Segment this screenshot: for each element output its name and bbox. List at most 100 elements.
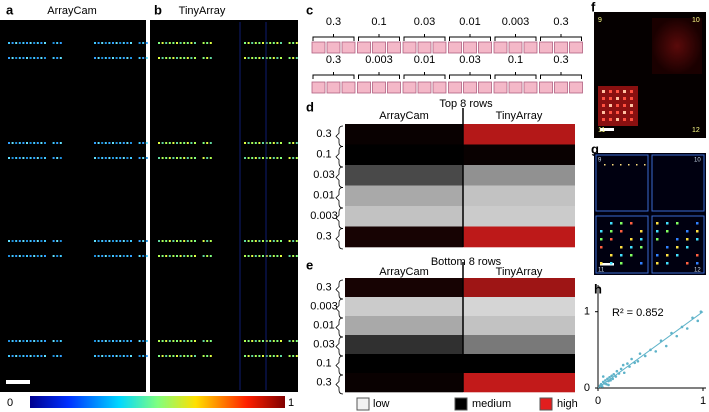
row-label: 0.003 <box>310 210 338 222</box>
spot <box>161 240 164 242</box>
spot <box>269 42 272 44</box>
scatter-point <box>699 310 703 314</box>
spot <box>119 57 122 59</box>
spot <box>262 57 264 59</box>
spot <box>15 255 18 257</box>
spot <box>623 90 626 93</box>
spot <box>194 157 196 159</box>
spot <box>202 57 205 59</box>
panel-label: d <box>306 99 314 114</box>
spot <box>172 157 175 159</box>
heat-cell <box>345 124 463 145</box>
spot <box>604 164 606 166</box>
spot <box>15 340 18 342</box>
spot <box>609 111 612 114</box>
spot <box>280 142 282 144</box>
spot <box>168 255 171 257</box>
spot <box>94 340 96 342</box>
spot <box>59 255 62 257</box>
well <box>372 81 386 94</box>
well <box>372 41 386 54</box>
spot <box>247 255 250 257</box>
heat-cell <box>345 278 463 298</box>
spot <box>251 340 254 342</box>
colorbar <box>30 396 285 408</box>
spot <box>186 240 189 242</box>
spot <box>280 42 282 44</box>
spot <box>8 240 10 242</box>
spot <box>104 142 107 144</box>
spot <box>101 157 104 159</box>
spot <box>636 164 638 166</box>
column-header: TinyArray <box>496 266 543 278</box>
spot <box>26 255 28 257</box>
spot <box>52 355 55 357</box>
spot <box>44 355 46 357</box>
spot <box>142 240 145 242</box>
panel-label: c <box>306 2 313 17</box>
scatter-point <box>615 369 619 373</box>
spot <box>202 42 205 44</box>
spot <box>209 355 212 357</box>
spot <box>202 157 205 159</box>
spot <box>656 238 659 241</box>
spot <box>138 142 141 144</box>
spot <box>40 355 43 357</box>
scatter-point <box>604 379 607 382</box>
heat-cell <box>463 226 575 248</box>
spot <box>29 157 32 159</box>
spot <box>628 164 630 166</box>
spot <box>112 340 114 342</box>
well <box>554 41 568 54</box>
spot <box>190 255 193 257</box>
spot <box>280 157 282 159</box>
spot <box>276 340 279 342</box>
spot <box>280 340 282 342</box>
row-brace <box>335 146 344 168</box>
spot <box>26 157 28 159</box>
spot <box>122 142 125 144</box>
spot <box>247 240 250 242</box>
spot <box>26 240 28 242</box>
well <box>432 41 447 54</box>
scatter-point <box>626 362 629 365</box>
spot <box>272 240 275 242</box>
panel-label: b <box>154 2 162 17</box>
bracket <box>540 34 582 41</box>
spot <box>630 90 633 93</box>
scatter-point <box>603 382 606 385</box>
well <box>357 81 371 94</box>
spot <box>33 355 36 357</box>
arraycam-image <box>0 20 146 392</box>
spot <box>276 255 279 257</box>
spot <box>183 42 186 44</box>
spot <box>609 97 612 100</box>
heat-cell <box>345 373 463 393</box>
spot <box>666 254 669 257</box>
spot <box>165 42 168 44</box>
spot <box>18 142 21 144</box>
spot <box>251 157 254 159</box>
spot <box>254 157 257 159</box>
spot <box>165 57 168 59</box>
spot <box>165 340 168 342</box>
well <box>463 41 477 54</box>
spot <box>108 42 111 44</box>
spot <box>254 255 257 257</box>
scale-bar <box>600 263 614 266</box>
row-brace <box>335 298 344 319</box>
row-brace <box>335 317 344 338</box>
spot <box>94 42 96 44</box>
spot <box>610 238 613 241</box>
bracket <box>540 72 582 79</box>
spot <box>36 355 39 357</box>
spot <box>194 142 196 144</box>
scatter-point <box>636 359 640 363</box>
spot <box>206 42 209 44</box>
spot <box>265 42 268 44</box>
spot <box>265 355 268 357</box>
spot <box>33 142 36 144</box>
dilution-label: 0.1 <box>508 54 523 66</box>
well-number: 11 <box>598 268 605 274</box>
spot <box>176 142 178 144</box>
